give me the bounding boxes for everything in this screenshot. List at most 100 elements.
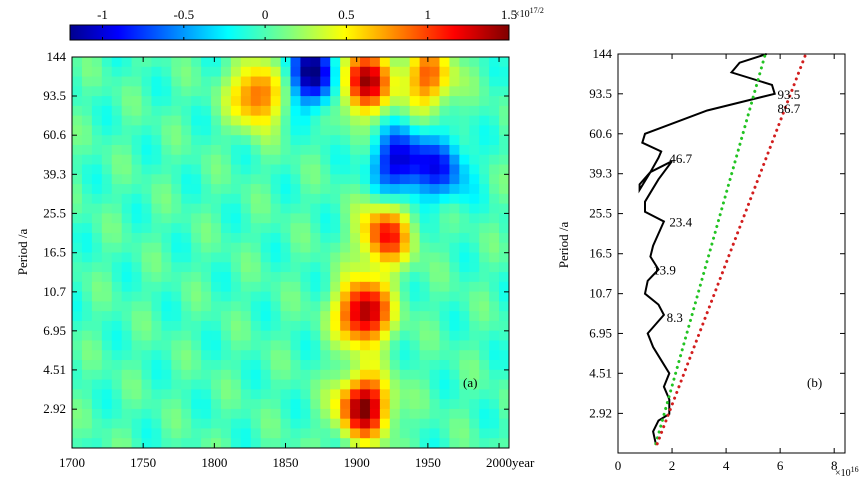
heatmap-cell [211,164,222,175]
heatmap-cell [161,399,172,410]
heatmap-cell [439,232,451,244]
heatmap-cell [270,301,282,312]
heatmap-cell [290,320,302,332]
heatmap-cell [469,76,480,87]
heatmap-cell [379,135,391,146]
heatmap-cell [240,301,252,312]
heatmap-cell [290,57,302,68]
panel-a-label: (a) [463,375,477,390]
heatmap-cell [409,184,421,195]
heatmap-cell [409,262,421,273]
heatmap-cell [499,272,509,283]
heatmap-cell [141,223,153,234]
heatmap-cell [280,203,292,215]
heatmap-cell [230,203,242,215]
heatmap-cell [300,96,311,107]
heatmap-cell [459,223,470,234]
heatmap-cell [270,311,282,322]
heatmap-cell [191,105,202,117]
heatmap-cell [260,232,272,244]
heatmap-cell [111,291,123,302]
heatmap-cell [101,213,113,224]
heatmap-cell [201,350,212,361]
heatmap-cell [459,203,470,215]
heatmap-cell [360,164,371,175]
heatmap-cell [310,350,321,361]
heatmap-cell [499,144,509,156]
heatmap-cell [350,105,361,117]
heatmap-cell [131,389,143,400]
heatmap-cell [211,105,222,117]
heatmap-cell [220,242,232,254]
heatmap-cell [389,369,401,381]
heatmap-cell [121,438,133,448]
heatmap-cell [379,115,391,127]
heatmap-cell [250,418,262,430]
heatmap-cell [91,66,103,78]
heatmap-cell [409,379,421,390]
heatmap-cell [131,76,143,87]
heatmap-cell [161,232,172,244]
heatmap-cell [479,408,490,420]
heatmap-cell [409,115,421,127]
heatmap-cell [379,96,391,107]
heatmap-cell [161,105,172,117]
peak-annotation: 13.9 [653,263,676,278]
heatmap-cell [350,232,361,244]
heatmap-cell [499,399,509,410]
heatmap-cell [290,350,302,361]
heatmap-cell [72,389,83,400]
heatmap-cell [181,96,192,107]
heatmap-cell [220,164,232,175]
heatmap-cell [419,320,431,332]
heatmap-cell [260,223,272,234]
heatmap-cell [330,418,341,430]
heatmap-cell [360,144,371,156]
heatmap-cell [101,57,113,68]
heatmap-cell [429,184,441,195]
heatmap-cell [81,232,93,244]
heatmap-cell [270,242,282,254]
heatmap-cell [201,164,212,175]
heatmap-cell [171,330,182,342]
heatmap-cell [469,369,480,381]
heatmap-cell [250,154,262,166]
heatmap-cell [379,76,391,87]
heatmap-cell [171,174,182,185]
heatmap-cell [340,86,351,97]
heatmap-cell [151,174,162,185]
heatmap-cell [340,213,351,224]
heatmap-cell [489,154,500,166]
heatmap-cell [131,144,143,156]
heatmap-cell [330,340,341,351]
heatmap-cell [121,291,133,302]
heatmap-cell [101,66,113,78]
heatmap-cell [449,144,460,156]
heatmap-cell [330,105,341,117]
heatmap-cell [121,281,133,293]
heatmap-cell [429,203,441,215]
heatmap-cell [260,340,272,351]
heatmap-cell [260,213,272,224]
heatmap-cell [439,272,451,283]
heatmap-cell [419,291,431,302]
heatmap-cell [459,66,470,78]
heatmap-cell [290,291,302,302]
heatmap-cell [379,252,391,263]
heatmap-cell [260,125,272,136]
heatmap-cell [201,144,212,156]
heatmap-cell [330,66,341,78]
heatmap-cell [161,252,172,263]
heatmap-cell [290,86,302,97]
panel-a-xlabel: year [512,455,535,470]
heatmap-cell [280,76,292,87]
heatmap-cell [220,252,232,263]
heatmap-cell [320,135,331,146]
heatmap-cell [429,350,441,361]
heatmap-cell [429,154,441,166]
heatmap-cell [489,311,500,322]
heatmap-cell [340,203,351,215]
heatmap-cell [91,291,103,302]
heatmap-cell [211,213,222,224]
heatmap-cell [91,76,103,87]
